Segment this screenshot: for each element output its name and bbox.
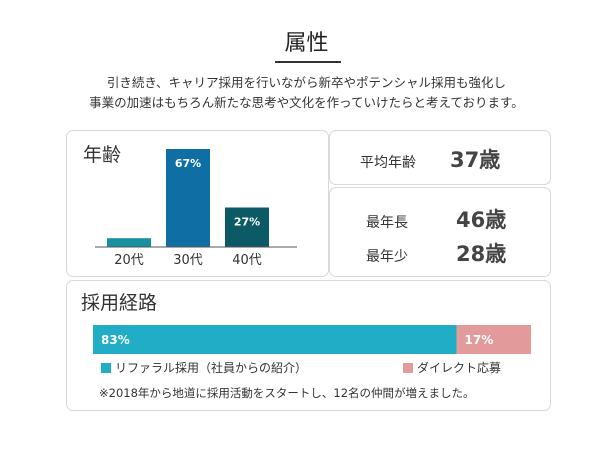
youngest-row: 最年少 28歳 — [366, 238, 506, 268]
recruitment-route-card: 採用経路 83% 17% リファラル採用（社員からの紹介） ダイレクト応募 ※20… — [66, 280, 551, 411]
x-tick-label: 20代 — [114, 253, 144, 268]
bar-value-label: 67% — [175, 157, 201, 170]
age-range-card: 最年長 46歳 最年少 28歳 — [329, 187, 551, 277]
legend-direct-label: ダイレクト応募 — [417, 361, 502, 375]
age-card-title: 年齢 — [83, 144, 122, 166]
legend-career-label: リファラル採用（社員からの紹介） — [115, 361, 308, 375]
bar-value-label: 27% — [234, 216, 260, 229]
x-tick-label: 30代 — [173, 253, 203, 268]
youngest-value: 28歳 — [456, 242, 507, 266]
average-age-label: 平均年齢 — [360, 155, 416, 171]
age-card: 年齢 6% 20代 67% 30代 27% 40代 — [66, 130, 329, 277]
route-segment-label: 83% — [101, 333, 130, 347]
legend-career-swatch — [101, 362, 111, 373]
intro-line-1: 引き続き、キャリア採用を行いながら新卒やポテンシャル採用も強化し — [106, 75, 507, 90]
age-bar-chart: 6%20代 67% 30代 27% 40代 — [95, 149, 297, 268]
oldest-value: 46歳 — [456, 208, 507, 232]
route-note: ※2018年から地道に採用活動をスタートし、12名の仲間が増えました。 — [99, 386, 475, 400]
legend-career: リファラル採用（社員からの紹介） — [101, 359, 307, 376]
legend-direct: ダイレクト応募 — [403, 359, 501, 376]
bar-30代 — [166, 149, 210, 247]
average-age-value: 37歳 — [450, 148, 501, 172]
route-stacked-bar: 83% 17% — [93, 325, 531, 354]
bar-value-label: 6% — [120, 246, 139, 259]
intro-line-2: 事業の加速はもちろん新たな思考や文化を作っていけたらと考えております。 — [89, 95, 524, 110]
x-tick-label: 40代 — [232, 253, 262, 268]
average-age-card: 平均年齢 37歳 — [329, 130, 551, 185]
route-card-title: 採用経路 — [81, 292, 158, 314]
bar-20代 — [107, 238, 151, 247]
youngest-label: 最年少 — [366, 249, 408, 265]
bar-40代 — [225, 207, 269, 247]
average-age-row: 平均年齢 37歳 — [360, 144, 500, 174]
oldest-row: 最年長 46歳 — [366, 204, 506, 234]
oldest-label: 最年長 — [366, 215, 408, 231]
title-underline — [275, 61, 341, 63]
route-segment-label: 17% — [465, 333, 494, 347]
intro-text: 引き続き、キャリア採用を行いながら新卒やポテンシャル採用も強化し 事業の加速はも… — [60, 73, 553, 113]
route-segment-direct — [456, 325, 531, 354]
section-title: 属性 — [284, 31, 329, 56]
legend-direct-swatch — [403, 362, 413, 373]
route-segment-referral — [93, 325, 457, 354]
